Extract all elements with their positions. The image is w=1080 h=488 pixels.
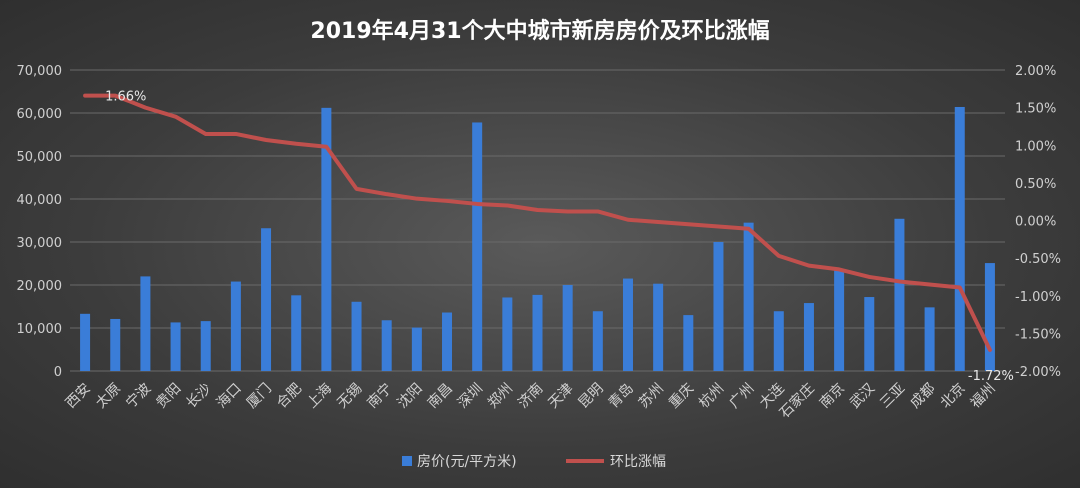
y-left-tick-label: 30,000 (17, 236, 63, 251)
y-right-tick-label: 0.50% (1015, 177, 1056, 192)
y-left-tick-label: 10,000 (17, 322, 63, 337)
data-label: 1.66% (105, 90, 146, 105)
bar (713, 242, 724, 371)
y-axis-left: 0 10,000 20,000 30,000 40,000 50,000 60,000 70,… (17, 64, 63, 380)
x-tick-label: 太原 (93, 381, 124, 412)
x-tick-label: 海口 (214, 381, 245, 412)
x-tick-label: 昆明 (576, 381, 607, 412)
bar (140, 276, 151, 371)
bar (351, 301, 362, 371)
y-right-tick-label: -0.50% (1015, 252, 1061, 267)
x-tick-label: 济南 (515, 381, 546, 412)
bar (653, 283, 664, 371)
x-tick-label: 南京 (817, 381, 848, 412)
x-tick-label: 成都 (907, 381, 938, 412)
bar (502, 297, 513, 371)
bar (592, 311, 603, 371)
bar (381, 320, 392, 371)
bar (622, 278, 633, 371)
bar (321, 107, 332, 371)
bar (984, 263, 995, 371)
bar (170, 322, 181, 371)
y-right-tick-label: 1.50% (1015, 102, 1056, 117)
bar (110, 318, 121, 371)
bar (562, 285, 573, 371)
line-series-path (83, 93, 992, 352)
y-right-tick-label: -2.00% (1015, 365, 1061, 380)
bar (291, 295, 302, 371)
y-left-tick-label: 0 (54, 365, 62, 380)
bar (773, 311, 784, 371)
x-tick-label: 武汉 (847, 381, 878, 412)
bar (803, 303, 814, 371)
x-tick-label: 厦门 (244, 381, 275, 412)
bar (834, 269, 845, 371)
x-tick-label: 石家庄 (776, 380, 818, 422)
x-tick-label: 郑州 (485, 381, 516, 412)
x-tick-label: 深圳 (455, 381, 486, 412)
y-right-tick-label: 1.00% (1015, 139, 1056, 154)
y-right-tick-label: -1.50% (1015, 327, 1061, 342)
legend-label-line: 环比涨幅 (610, 454, 666, 470)
x-tick-label: 宁波 (122, 380, 154, 412)
bar (230, 281, 241, 371)
y-axis-right: -2.00% -1.50% -1.00% -0.50% 0.00% 0.50% 1.00% 1… (1015, 64, 1061, 380)
bar (954, 106, 965, 371)
grid-lines (70, 69, 1005, 372)
bar (683, 315, 694, 371)
bar (80, 313, 91, 371)
x-tick-label: 沈阳 (395, 381, 426, 412)
y-left-tick-label: 40,000 (17, 193, 63, 208)
bar (472, 122, 483, 372)
data-labels: 1.66% -1.72% (105, 90, 1014, 384)
y-left-tick-label: 20,000 (17, 279, 63, 294)
x-tick-label: 杭州 (696, 381, 727, 412)
x-tick-label: 南昌 (425, 381, 456, 412)
x-tick-label: 合肥 (274, 381, 305, 412)
x-tick-label: 天津 (545, 381, 576, 412)
x-axis-categories: 西安 太原 宁波 贵阳 长沙 海口 厦门 合肥 上海 无锡 南宁 沈阳 南昌 深圳 郑州 济南 天津 昆明 青岛 苏州… (63, 380, 999, 422)
bar (864, 297, 875, 371)
bar (924, 307, 935, 371)
bar (743, 222, 754, 371)
x-tick-label: 西安 (63, 381, 94, 412)
data-label: -1.72% (968, 369, 1014, 384)
y-right-tick-label: -1.00% (1015, 290, 1061, 305)
y-left-tick-label: 60,000 (17, 107, 63, 122)
legend-label-bar: 房价(元/平方米) (417, 454, 517, 470)
x-tick-label: 苏州 (636, 381, 667, 412)
y-right-tick-label: 0.00% (1015, 215, 1056, 230)
x-tick-label: 南宁 (364, 380, 396, 412)
bar (261, 228, 272, 371)
x-tick-label: 上海 (304, 381, 335, 412)
y-right-tick-label: 2.00% (1015, 64, 1056, 79)
bar-series (80, 106, 995, 372)
x-tick-label: 重庆 (666, 381, 697, 412)
chart-title: 2019年4月31个大中城市新房房价及环比涨幅 (310, 18, 769, 44)
x-tick-label: 北京 (937, 381, 968, 412)
bar (894, 218, 905, 371)
legend-swatch-bar (402, 456, 412, 466)
x-tick-label: 长沙 (183, 381, 214, 412)
x-tick-label: 广州 (726, 381, 757, 412)
y-left-tick-label: 50,000 (17, 150, 63, 165)
x-tick-label: 青岛 (606, 381, 637, 412)
legend: 房价(元/平方米) 环比涨幅 (402, 454, 666, 470)
bar (411, 327, 422, 371)
bar (532, 294, 543, 371)
x-tick-label: 无锡 (334, 381, 365, 412)
x-tick-label: 贵阳 (153, 381, 184, 412)
bar (200, 321, 211, 371)
line-series (83, 93, 992, 352)
bar (442, 312, 453, 371)
x-tick-label: 福州 (968, 381, 999, 412)
x-tick-label: 三亚 (877, 381, 908, 412)
y-left-tick-label: 70,000 (17, 64, 63, 79)
